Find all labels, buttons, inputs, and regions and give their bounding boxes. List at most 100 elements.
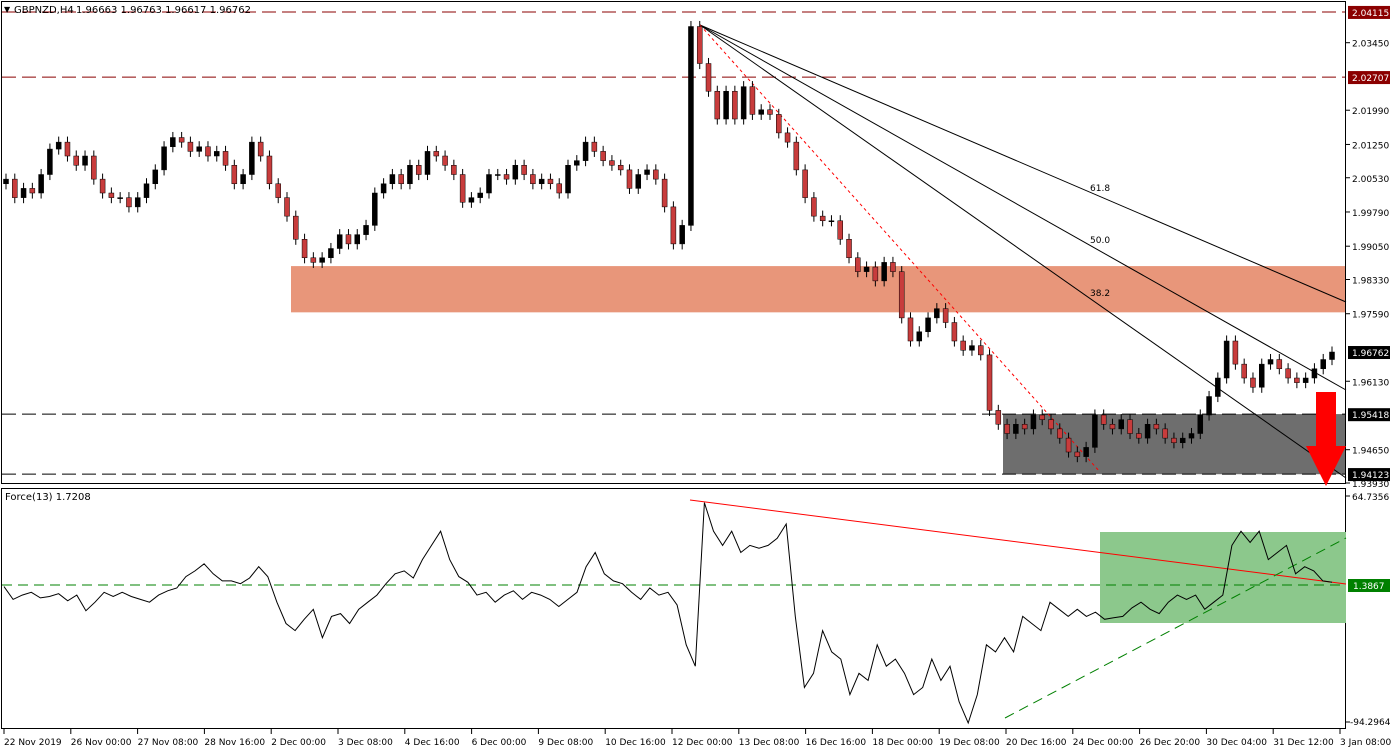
candle-body (740, 86, 747, 120)
candle-body (591, 141, 598, 152)
price-tag-1 (1348, 71, 1390, 85)
force-support-trendline (1004, 537, 1347, 719)
candle-body (73, 155, 80, 166)
candle-body (863, 266, 870, 272)
candle-body (1294, 377, 1300, 383)
time-label-16: 24 Dec 00:00 (1073, 738, 1134, 748)
candle-body (1039, 414, 1045, 420)
candle-body (679, 225, 685, 245)
candle-body (635, 174, 642, 189)
candle-body (1100, 414, 1107, 425)
candle-body (451, 165, 457, 175)
candle-body (890, 262, 896, 272)
price-tick-label-4: 1.99790 (1352, 209, 1389, 219)
candle-body (837, 220, 843, 240)
price-tick-label-6: 1.98330 (1352, 277, 1389, 287)
candle-body (12, 178, 18, 198)
candle-body (91, 155, 97, 180)
candle-body (477, 192, 483, 198)
candle-body (1241, 363, 1247, 379)
candle-body (134, 197, 141, 208)
candle-body (1267, 359, 1274, 365)
candle-body (696, 26, 703, 64)
time-label-15: 20 Dec 16:00 (1006, 738, 1067, 748)
resistance-zone (291, 266, 1345, 313)
candle-body (29, 188, 36, 194)
candle-body (214, 151, 220, 157)
candle-body (310, 257, 317, 263)
candle-body (732, 91, 738, 120)
fib-trend-dotted (699, 24, 1101, 473)
candle-body (38, 174, 44, 194)
price-tick-label-7: 1.97590 (1352, 311, 1389, 321)
chart-header-ohlc: 1.96663 1.96763 1.96617 1.96762 (76, 5, 251, 16)
candle-body (117, 197, 123, 199)
fan-line-38-2 (699, 24, 1347, 479)
candle-body (1302, 377, 1309, 383)
candle-body (600, 151, 606, 161)
time-label-6: 4 Dec 16:00 (405, 738, 460, 748)
candle-body (574, 160, 580, 166)
candle-body (784, 132, 791, 143)
candle-body (249, 141, 255, 175)
candle-body (468, 197, 475, 203)
candle-body (257, 141, 264, 157)
fan-line-50 (699, 24, 1347, 391)
candle-body (1074, 451, 1081, 457)
candle-body (354, 234, 361, 245)
candle-body (758, 109, 764, 115)
candle-body (1092, 414, 1098, 448)
candle-body (380, 183, 387, 194)
candle-body (767, 109, 773, 115)
price-tick-label-9: 1.94650 (1352, 447, 1389, 457)
candle-body (793, 141, 800, 171)
candle-body (1065, 437, 1072, 453)
candle-body (152, 169, 159, 185)
candle-body (819, 215, 826, 222)
candle-body (126, 197, 132, 208)
candle-body (459, 174, 466, 203)
candle-body (872, 266, 879, 282)
price-axis: 2.04115 2.02707 1.96762 1.95418 1.94123 2.034… (1346, 5, 1390, 490)
candle-body (1188, 433, 1195, 439)
price-tick-label-3: 2.00530 (1352, 175, 1389, 185)
candle-body (1206, 396, 1212, 416)
candle-body (714, 91, 721, 120)
candle-body (372, 192, 378, 226)
time-label-12: 16 Dec 16:00 (806, 738, 867, 748)
price-tick-label-10: 1.93930 (1352, 480, 1389, 490)
candle-body (609, 160, 615, 166)
candle-body (811, 197, 817, 217)
candle-body (1179, 437, 1186, 444)
price-tag-2 (1348, 346, 1390, 360)
candle-body (328, 248, 334, 259)
fib-fan (699, 24, 1347, 479)
time-label-7: 6 Dec 00:00 (472, 738, 527, 748)
candle-body (345, 234, 352, 245)
candle-body (415, 165, 422, 175)
price-tick-label-1: 2.01990 (1352, 107, 1389, 117)
candle-body (301, 239, 308, 259)
force-axis: 64.7356 1.3867 -94.2964 (1346, 493, 1391, 728)
force-level-tag (1348, 579, 1390, 592)
symbol-icon: ▼ (4, 5, 11, 14)
candle-body (1013, 424, 1019, 434)
candle-body (1329, 351, 1335, 360)
time-label-0: 22 Nov 2019 (4, 738, 62, 748)
candle-body (995, 410, 1002, 425)
candle-body (1136, 433, 1142, 439)
force-min-label: -94.2964 (1350, 718, 1391, 728)
force-max-label: 64.7356 (1352, 493, 1389, 503)
candle-body (925, 317, 931, 333)
candle-body (240, 174, 246, 185)
candle-body (1057, 428, 1063, 439)
time-label-20: 3 Jan 08:00 (1340, 738, 1392, 748)
candle-body (986, 354, 993, 411)
candle-body (969, 345, 975, 351)
candle-body (1197, 414, 1204, 434)
candle-body (644, 169, 650, 175)
candle-body (1215, 377, 1221, 397)
candle-body (108, 192, 115, 198)
candle-body (1004, 424, 1010, 434)
